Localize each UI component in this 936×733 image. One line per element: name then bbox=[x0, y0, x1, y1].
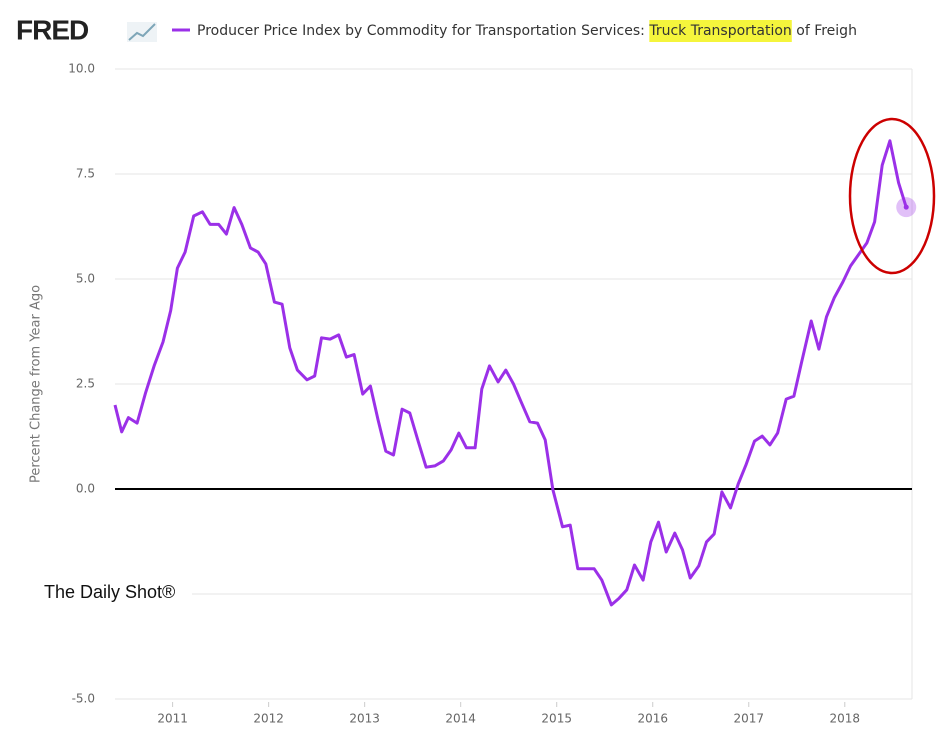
x-tick-label: 2014 bbox=[445, 712, 476, 726]
y-tick-label: 0.0 bbox=[76, 482, 95, 496]
x-tick-label: 2015 bbox=[541, 712, 572, 726]
x-tick-label: 2013 bbox=[349, 712, 380, 726]
y-axis-label: Percent Change from Year Ago bbox=[29, 285, 44, 483]
y-tick-label: -5.0 bbox=[72, 692, 95, 706]
y-tick-label: 5.0 bbox=[76, 272, 95, 286]
x-tick-label: 2011 bbox=[157, 712, 188, 726]
y-tick-label: 7.5 bbox=[76, 167, 95, 181]
y-tick-label: 2.5 bbox=[76, 377, 95, 391]
last-point bbox=[903, 204, 909, 210]
chart-title: of Freigh bbox=[792, 23, 857, 39]
logo-icon bbox=[127, 22, 157, 42]
x-tick-label: 2018 bbox=[830, 712, 861, 726]
highlight-circle bbox=[848, 117, 936, 275]
chart-title: Truck Transportation bbox=[648, 23, 791, 39]
series-line bbox=[113, 139, 908, 607]
title-highlight bbox=[649, 20, 792, 42]
chart-title: Producer Price Index by Commodity for Tr… bbox=[197, 23, 649, 39]
x-tick-label: 2016 bbox=[637, 712, 668, 726]
y-tick-label: 10.0 bbox=[68, 62, 95, 76]
annotation: The Daily Shot® bbox=[44, 582, 175, 602]
x-tick-label: 2012 bbox=[253, 712, 284, 726]
annotation-bg bbox=[40, 578, 192, 608]
logo: FRED bbox=[16, 14, 89, 45]
x-tick-label: 2017 bbox=[733, 712, 764, 726]
